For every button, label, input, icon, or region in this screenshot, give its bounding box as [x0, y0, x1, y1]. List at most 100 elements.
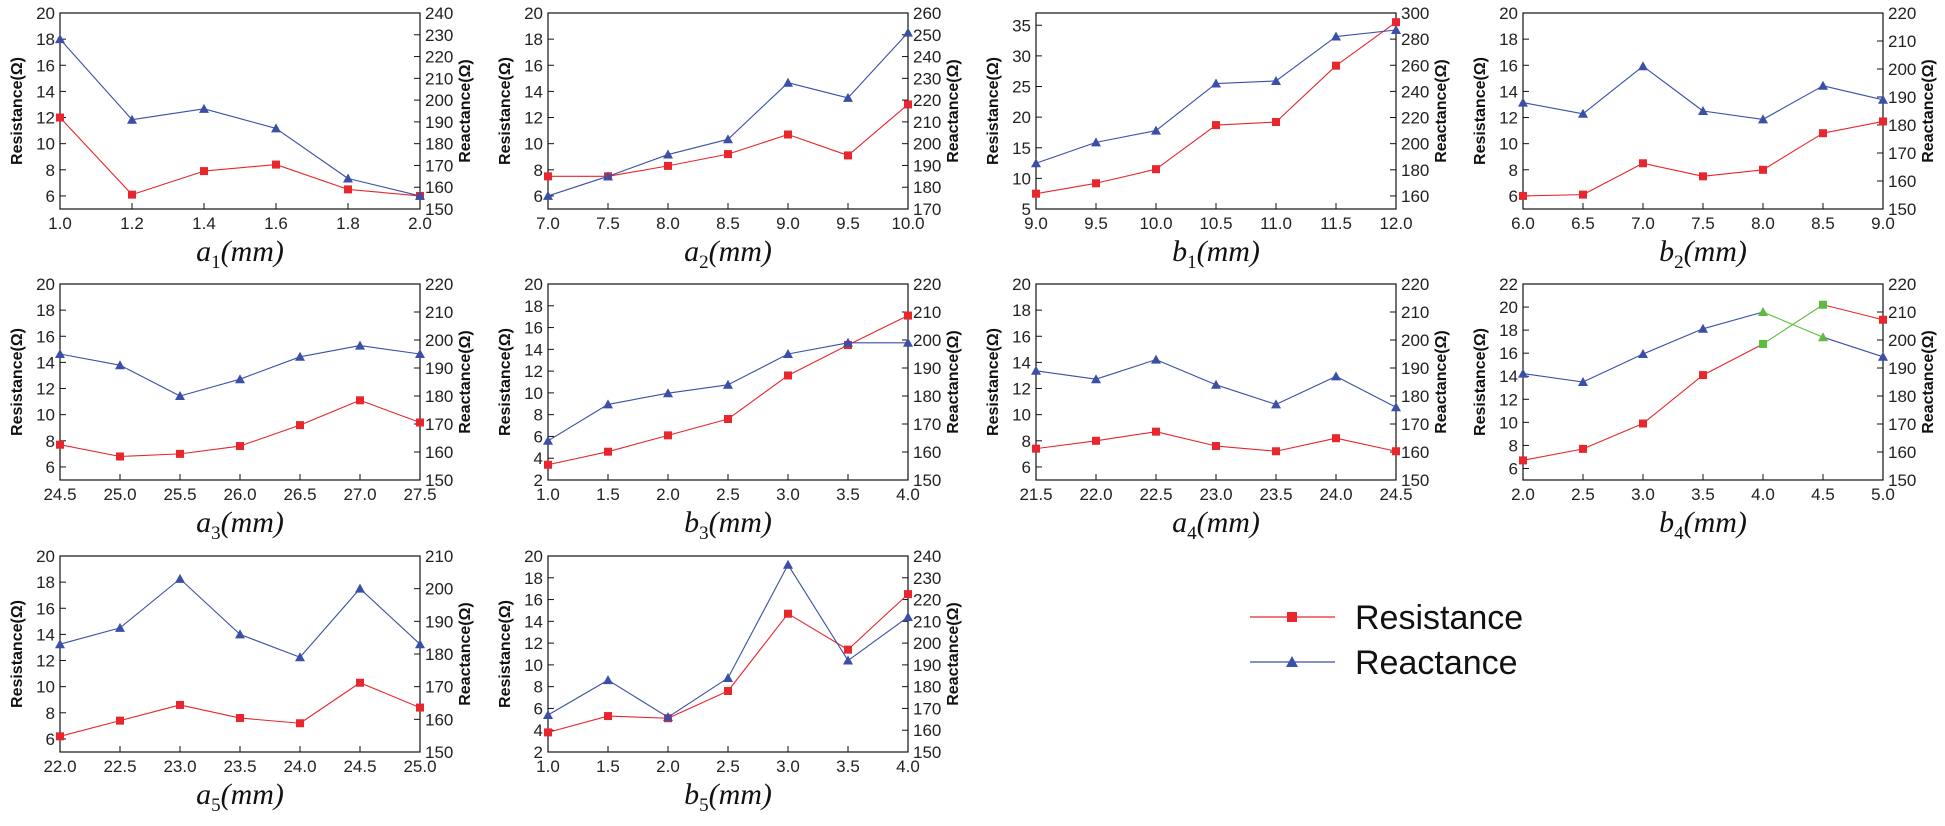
- y-right-axis-label: Reactance(Ω): [945, 602, 962, 706]
- x-tick-label: 9.0: [776, 214, 800, 233]
- reactance-point: [1031, 158, 1041, 168]
- series-line-segment: [667, 418, 729, 436]
- reactance-point: [415, 639, 425, 649]
- y-left-tick-label: 10: [1012, 169, 1031, 188]
- x-axis-label: a1(mm): [196, 235, 284, 273]
- x-tick-label: 23.0: [1199, 485, 1232, 504]
- series-line-segment: [1215, 384, 1277, 405]
- series-line-segment: [239, 424, 301, 447]
- y-right-tick-label: 150: [425, 200, 453, 219]
- y-right-tick-label: 160: [425, 178, 453, 197]
- x-tick-label: 21.5: [1019, 485, 1052, 504]
- series-line-segment: [119, 578, 181, 629]
- series-line-segment: [547, 403, 609, 442]
- series-resistance: [1519, 117, 1887, 200]
- legend-reactance-marker: [1286, 656, 1298, 667]
- series-line-segment: [1335, 375, 1397, 408]
- resistance-point: [544, 172, 552, 181]
- series-line-segment: [847, 32, 909, 99]
- resistance-point: [1212, 121, 1220, 130]
- y-left-tick-label: 16: [524, 56, 543, 75]
- x-axis-label: a5(mm): [196, 778, 284, 816]
- reactance-point: [543, 709, 553, 719]
- reactance-point: [1698, 106, 1708, 115]
- y-right-tick-label: 200: [1888, 331, 1916, 350]
- y-right-axis-label: Reactance(Ω): [457, 602, 474, 706]
- y-left-tick-label: 20: [524, 547, 543, 566]
- y-right-tick-label: 210: [913, 303, 941, 322]
- resistance-point: [844, 151, 852, 160]
- resistance-point: [784, 130, 792, 139]
- series-line-segment: [1642, 374, 1704, 424]
- plot-frame: [1035, 12, 1397, 210]
- y-left-tick-label: 22: [1499, 275, 1518, 294]
- y-left-tick-label: 2: [534, 471, 543, 490]
- y-right-tick-label: 180: [1888, 116, 1916, 135]
- reactance-point: [1518, 97, 1528, 107]
- series-line-segment: [847, 616, 909, 661]
- resistance-point: [56, 113, 64, 122]
- resistance-point: [1639, 419, 1647, 428]
- resistance-point: [1639, 159, 1647, 168]
- x-tick-label: 24.5: [43, 485, 76, 504]
- x-tick-label: 22.0: [1079, 485, 1112, 504]
- y-left-tick-label: 10: [36, 406, 55, 425]
- y-left-tick-label: 6: [534, 187, 543, 206]
- y-right-tick-label: 160: [913, 443, 941, 462]
- series-line-segment: [203, 108, 277, 129]
- series-line-segment: [1215, 121, 1277, 126]
- x-tick-label: 11.5: [1320, 214, 1352, 233]
- y-left-tick-label: 20: [36, 547, 55, 566]
- x-axis-label-unit: (mm): [709, 778, 772, 811]
- reactance-point: [343, 173, 353, 183]
- y-right-tick-label: 170: [1888, 415, 1916, 434]
- legend: Resistance Reactance: [1250, 599, 1523, 682]
- y-right-tick-label: 180: [1401, 387, 1429, 406]
- resistance-point: [1332, 61, 1340, 70]
- series-line-segment: [847, 104, 909, 156]
- reactance-point: [1331, 371, 1341, 381]
- y-right-tick-label: 150: [425, 743, 453, 762]
- reactance-point: [1818, 80, 1828, 90]
- reactance-point: [415, 190, 425, 200]
- series-line-segment: [359, 399, 421, 424]
- series-line-segment: [1762, 132, 1824, 171]
- reactance-point: [603, 171, 613, 181]
- x-tick-label: 7.0: [1631, 214, 1655, 233]
- series-line-segment: [299, 588, 361, 658]
- x-axis-label-symbol: b: [684, 506, 699, 539]
- y-right-tick-label: 180: [1401, 161, 1429, 180]
- x-axis-label-unit: (mm): [1197, 235, 1260, 268]
- y-right-tick-label: 150: [1888, 471, 1916, 490]
- x-tick-label: 1.8: [336, 214, 360, 233]
- x-tick-label: 23.5: [1259, 485, 1292, 504]
- y-left-tick-label: 12: [1012, 380, 1031, 399]
- y-right-tick-label: 240: [913, 48, 941, 67]
- resistance-point: [56, 440, 64, 449]
- series-line-segment: [1762, 85, 1824, 120]
- series-line-segment: [1035, 440, 1097, 450]
- series-line-segment: [239, 356, 301, 380]
- series-line-segment: [131, 108, 205, 121]
- x-tick-label: 1.5: [596, 485, 620, 504]
- y-right-tick-label: 200: [913, 135, 941, 154]
- y-left-tick-label: 6: [46, 730, 55, 749]
- y-left-tick-label: 30: [1012, 47, 1031, 66]
- reactance-point: [1271, 75, 1281, 85]
- resistance-point: [904, 590, 912, 599]
- plot-frame: [547, 555, 909, 753]
- reactance-point: [723, 672, 733, 682]
- y-right-tick-label: 180: [425, 387, 453, 406]
- series-line-segment: [1642, 162, 1704, 177]
- series-line-segment: [667, 138, 729, 156]
- resistance-point: [1092, 436, 1100, 445]
- x-tick-label: 1.2: [120, 214, 144, 233]
- x-axis-label-subscript: 3: [211, 523, 221, 544]
- x-axis-label-symbol: a: [196, 235, 211, 268]
- x-tick-label: 26.5: [283, 485, 316, 504]
- y-left-tick-label: 12: [1499, 390, 1518, 409]
- reactance-point: [1638, 349, 1648, 358]
- y-right-tick-label: 150: [913, 471, 941, 490]
- series-line-segment: [1822, 304, 1884, 321]
- series-reactance: [1031, 24, 1401, 168]
